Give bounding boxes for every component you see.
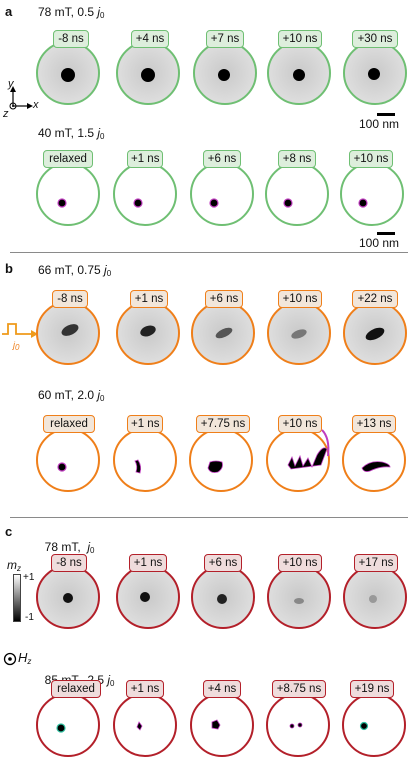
time-label: -8 ns — [51, 554, 87, 572]
time-label: relaxed — [43, 150, 93, 168]
panel-a-row1-condition: 78 mT, 0.5 j0 — [38, 5, 105, 20]
pulse-label: j0 — [13, 340, 20, 352]
time-label: +22 ns — [352, 290, 398, 308]
separator — [10, 252, 408, 253]
time-label: +6 ns — [204, 554, 242, 572]
scale-bar — [377, 113, 395, 116]
colorbar-max: +1 — [23, 572, 35, 583]
time-label: -8 ns — [53, 30, 89, 48]
time-label: +1 ns — [126, 680, 164, 698]
time-label: +7 ns — [206, 30, 244, 48]
axis-x-label: x — [33, 99, 39, 111]
disk-sim — [36, 428, 100, 492]
axis-y-label: y — [8, 78, 14, 90]
time-label: +1 ns — [127, 150, 163, 168]
scale-bar-label: 100 nm — [359, 117, 400, 131]
disk-sim — [342, 428, 406, 492]
time-label: -8 ns — [52, 290, 88, 308]
colorbar-min: -1 — [25, 612, 34, 623]
colorbar — [13, 574, 21, 622]
time-label: +17 ns — [354, 554, 398, 572]
scale-bar-label: 100 nm — [359, 236, 400, 250]
panel-b-row1-condition: 66 mT, 0.75 j0 — [38, 263, 112, 278]
disk-sim — [265, 162, 329, 226]
axis-z-label: z — [3, 108, 9, 120]
time-label: +19 ns — [350, 680, 394, 698]
colorbar-title: mz — [7, 558, 21, 573]
disk-sim — [113, 693, 177, 757]
separator — [10, 517, 408, 518]
time-label: +4 ns — [203, 680, 241, 698]
time-label: +1 ns — [129, 554, 167, 572]
time-label: relaxed — [51, 680, 101, 698]
disk-sim — [190, 162, 254, 226]
disk-sim — [113, 162, 177, 226]
time-label: +1 ns — [130, 290, 168, 308]
panel-c-row1-condition: 78 mT, j0 — [44, 540, 95, 555]
scale-bar — [377, 232, 395, 235]
time-label: +6 ns — [205, 290, 243, 308]
time-label: +13 ns — [352, 415, 396, 433]
panel-a-letter: a — [5, 4, 13, 19]
time-label: +7.75 ns — [196, 415, 250, 433]
time-label: +6 ns — [203, 150, 241, 168]
time-label: +1 ns — [127, 415, 163, 433]
time-label: +30 ns — [352, 30, 398, 48]
time-label: +10 ns — [278, 290, 322, 308]
time-label: +10 ns — [278, 30, 322, 48]
disk-sim — [189, 428, 253, 492]
time-label: +8.75 ns — [272, 680, 326, 698]
panel-b-letter: b — [5, 261, 13, 276]
hz-label: Hz — [18, 650, 32, 666]
disk-sim — [190, 693, 254, 757]
time-label: +4 ns — [131, 30, 169, 48]
disk-sim — [36, 162, 100, 226]
disk-sim — [113, 428, 177, 492]
time-label: +10 ns — [278, 415, 322, 433]
field-out-of-plane-icon — [3, 652, 17, 666]
panel-c-letter: c — [5, 524, 13, 539]
panel-b-row2-condition: 60 mT, 2.0 j0 — [38, 388, 105, 403]
time-label: +8 ns — [278, 150, 316, 168]
time-label: +10 ns — [278, 554, 322, 572]
pulse-icon — [2, 323, 38, 338]
time-label: relaxed — [43, 415, 95, 433]
panel-a-row2-condition: 40 mT, 1.5 j0 — [38, 126, 105, 141]
time-label: +10 ns — [349, 150, 393, 168]
